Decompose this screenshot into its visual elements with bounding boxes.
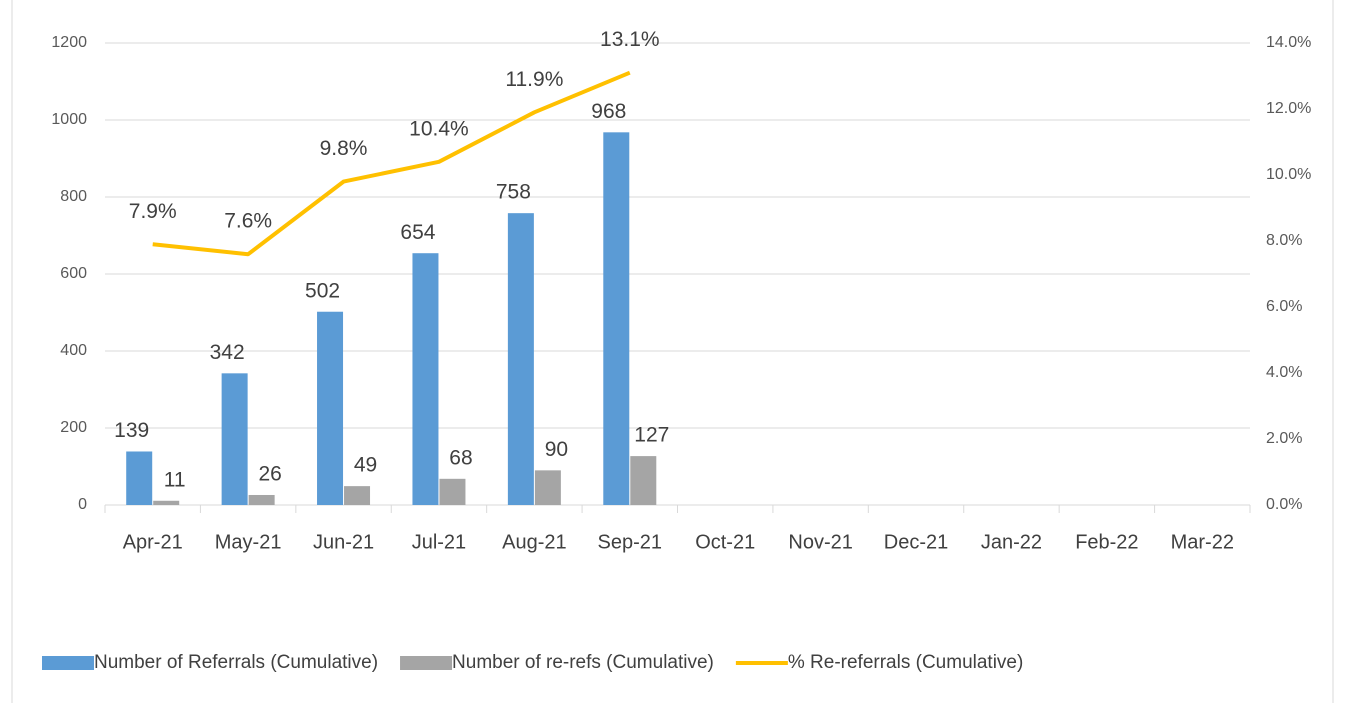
y2-tick-label: 14.0% (1266, 34, 1311, 51)
x-tick-label: Sep-21 (598, 531, 663, 553)
y-tick-label: 200 (60, 419, 87, 436)
line-value-label: 13.1% (600, 28, 660, 51)
x-tick-label: Mar-22 (1171, 531, 1234, 553)
legend-label: Number of Referrals (Cumulative) (94, 652, 378, 673)
x-tick-label: Apr-21 (123, 531, 183, 553)
x-tick-label: Nov-21 (788, 531, 852, 553)
x-tick-label: Aug-21 (502, 531, 567, 553)
y2-tick-label: 0.0% (1266, 496, 1302, 513)
bar (221, 373, 248, 505)
y2-tick-label: 6.0% (1266, 298, 1302, 315)
bar-value-label: 758 (496, 181, 531, 204)
bar (534, 470, 561, 505)
line-value-label: 7.9% (129, 200, 177, 223)
bar (344, 486, 371, 505)
y2-tick-label: 2.0% (1266, 430, 1302, 447)
x-tick-label: Jan-22 (981, 531, 1042, 553)
legend-label: Number of re-refs (Cumulative) (452, 652, 714, 673)
line-value-label: 7.6% (224, 210, 272, 233)
line-value-label: 9.8% (320, 137, 368, 160)
y-tick-label: 800 (60, 188, 87, 205)
bar-value-label: 90 (545, 438, 568, 461)
bar-value-label: 342 (210, 341, 245, 364)
x-tick-label: May-21 (215, 531, 282, 553)
bar (248, 494, 275, 505)
y-tick-label: 400 (60, 342, 87, 359)
x-tick-label: Jul-21 (412, 531, 466, 553)
y-tick-label: 1000 (51, 111, 87, 128)
bar (412, 253, 439, 505)
bar-value-label: 68 (449, 446, 472, 469)
y2-tick-label: 10.0% (1266, 166, 1311, 183)
x-tick-label: Oct-21 (695, 531, 755, 553)
y-tick-label: 600 (60, 265, 87, 282)
bar-value-label: 968 (591, 100, 626, 123)
bar-value-label: 127 (634, 424, 669, 447)
x-tick-label: Dec-21 (884, 531, 948, 553)
bar (126, 451, 153, 505)
bar (439, 478, 466, 505)
x-tick-label: Feb-22 (1075, 531, 1138, 553)
legend-swatch (42, 656, 94, 670)
bar-value-label: 502 (305, 279, 340, 302)
bar (507, 213, 534, 506)
chart-frame (11, 0, 1334, 703)
bar-value-label: 26 (258, 463, 281, 486)
line-value-label: 11.9% (505, 68, 563, 91)
bar (153, 500, 180, 505)
bar (630, 456, 657, 505)
y-tick-label: 1200 (51, 34, 87, 51)
y2-tick-label: 12.0% (1266, 100, 1311, 117)
y2-tick-label: 8.0% (1266, 232, 1302, 249)
bar-value-label: 654 (400, 221, 435, 244)
bar-value-label: 11 (164, 468, 186, 491)
bar-value-label: 139 (114, 419, 149, 442)
y2-tick-label: 4.0% (1266, 364, 1302, 381)
legend-label: % Re-referrals (Cumulative) (788, 652, 1023, 673)
line (152, 70, 631, 257)
legend-swatch (400, 656, 453, 670)
bar-value-label: 49 (354, 454, 377, 477)
line-value-label: 10.4% (409, 117, 469, 140)
bar (317, 311, 344, 505)
y-tick-label: 0 (78, 496, 87, 513)
x-tick-label: Jun-21 (313, 531, 374, 553)
bar (603, 132, 630, 505)
